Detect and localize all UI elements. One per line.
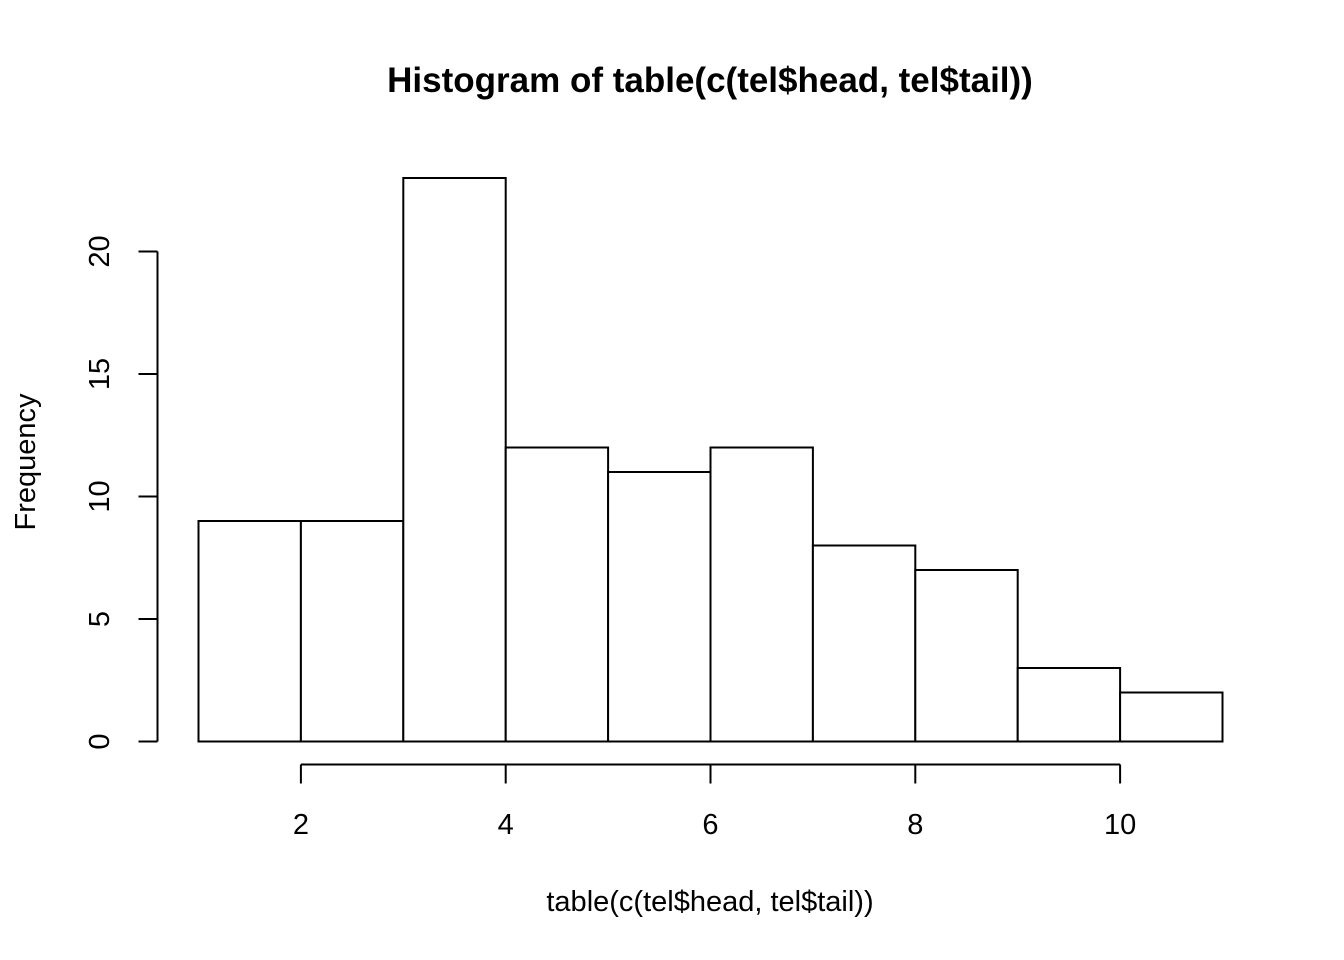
histogram-bar	[1119, 691, 1224, 743]
x-tick-label: 4	[498, 809, 514, 841]
x-tick-label: 8	[907, 809, 923, 841]
y-axis: 0 5 10 15 20	[84, 235, 159, 750]
histogram-bar	[811, 544, 917, 743]
y-tick-label: 10	[84, 480, 116, 512]
x-tick-label: 10	[1104, 809, 1136, 841]
histogram-bar	[914, 569, 1019, 743]
y-tick-label: 15	[84, 358, 116, 390]
y-tick-label: 5	[84, 611, 116, 627]
y-axis-label: Frequency	[10, 393, 42, 531]
y-tick-label: 0	[84, 733, 116, 749]
histogram-bar	[709, 446, 814, 743]
histogram-bar	[197, 520, 302, 743]
x-tick-label: 6	[702, 809, 718, 841]
histogram-bar	[1016, 667, 1122, 743]
y-tick-label: 20	[84, 235, 116, 267]
histogram-bar	[607, 471, 712, 743]
x-axis: 2 4 6 8 10	[293, 763, 1136, 841]
histogram-bar	[504, 446, 610, 743]
histogram-bar	[299, 520, 405, 743]
x-tick-label: 2	[293, 809, 309, 841]
chart-title: Histogram of table(c(tel$head, tel$tail)…	[387, 61, 1033, 100]
bars-group	[197, 177, 1224, 743]
histogram-bar	[402, 177, 507, 743]
x-axis-label: table(c(tel$head, tel$tail))	[546, 886, 873, 918]
